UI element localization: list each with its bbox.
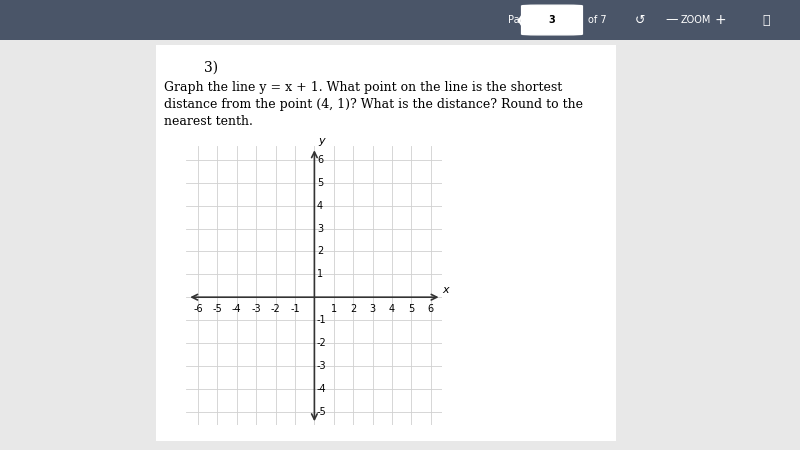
Text: 3: 3 (317, 224, 323, 234)
Text: -4: -4 (317, 384, 326, 394)
Text: Page: Page (508, 15, 532, 25)
Text: -2: -2 (270, 304, 281, 314)
Text: -2: -2 (317, 338, 326, 348)
Text: -3: -3 (317, 361, 326, 371)
Text: ZOOM: ZOOM (681, 15, 711, 25)
Text: 2: 2 (317, 247, 323, 256)
Text: ↺: ↺ (634, 14, 646, 27)
Text: -4: -4 (232, 304, 242, 314)
Text: y: y (318, 136, 325, 146)
Text: 5: 5 (317, 178, 323, 188)
Text: -5: -5 (213, 304, 222, 314)
FancyBboxPatch shape (522, 5, 582, 35)
Text: ⤢: ⤢ (762, 14, 770, 27)
Text: +: + (714, 13, 726, 27)
Text: -3: -3 (251, 304, 261, 314)
Text: 3: 3 (549, 15, 555, 25)
Text: 4: 4 (389, 304, 395, 314)
Text: 6: 6 (317, 155, 323, 165)
Text: x: x (442, 285, 449, 295)
Text: -6: -6 (194, 304, 203, 314)
Text: 3: 3 (370, 304, 376, 314)
Text: Graph the line y = x + 1. What point on the line is the shortest: Graph the line y = x + 1. What point on … (164, 81, 562, 94)
Text: -1: -1 (317, 315, 326, 325)
Text: —: — (666, 14, 678, 27)
Text: nearest tenth.: nearest tenth. (164, 115, 253, 128)
Text: 3): 3) (204, 61, 218, 75)
Text: of 7: of 7 (588, 15, 606, 25)
Text: 1: 1 (317, 269, 323, 279)
Text: distance from the point (4, 1)? What is the distance? Round to the: distance from the point (4, 1)? What is … (164, 98, 583, 111)
Text: ❮: ❮ (515, 14, 525, 26)
Text: -5: -5 (317, 406, 326, 417)
Text: 4: 4 (317, 201, 323, 211)
Text: ❯: ❯ (567, 14, 577, 26)
Text: 1: 1 (330, 304, 337, 314)
Text: 2: 2 (350, 304, 356, 314)
Text: 5: 5 (408, 304, 414, 314)
Text: 6: 6 (428, 304, 434, 314)
Text: -1: -1 (290, 304, 300, 314)
